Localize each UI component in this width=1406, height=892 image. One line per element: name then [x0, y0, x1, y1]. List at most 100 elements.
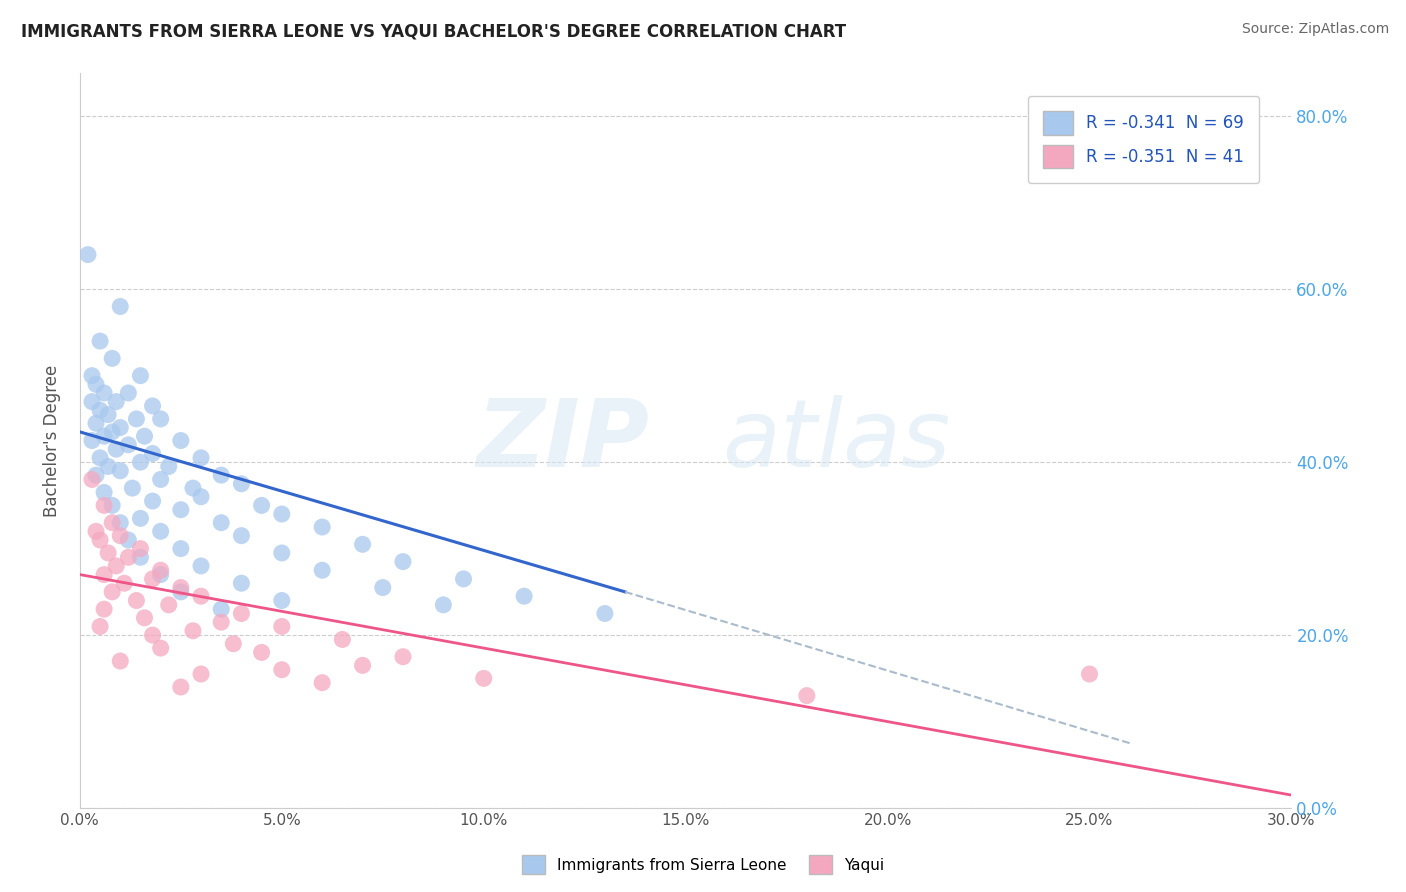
Point — [1078, 667, 1101, 681]
Point — [209, 468, 232, 483]
Point — [250, 645, 273, 659]
Point — [97, 408, 120, 422]
Point — [129, 511, 152, 525]
Point — [181, 624, 204, 638]
Point — [80, 394, 103, 409]
Point — [149, 567, 172, 582]
Point — [222, 637, 245, 651]
Point — [93, 567, 115, 582]
Point — [453, 572, 475, 586]
Point — [190, 490, 212, 504]
Point — [129, 541, 152, 556]
Point — [89, 533, 111, 547]
Point — [149, 472, 172, 486]
Point — [110, 529, 132, 543]
Point — [80, 368, 103, 383]
Point — [89, 619, 111, 633]
Point — [352, 658, 374, 673]
Point — [84, 524, 107, 539]
Point — [101, 351, 124, 366]
Point — [190, 667, 212, 681]
Point — [105, 558, 128, 573]
Point — [250, 499, 273, 513]
Point — [170, 541, 193, 556]
Point — [117, 438, 139, 452]
Point — [93, 485, 115, 500]
Point — [472, 671, 495, 685]
Point — [231, 607, 253, 621]
Point — [134, 611, 156, 625]
Point — [149, 641, 172, 656]
Text: IMMIGRANTS FROM SIERRA LEONE VS YAQUI BACHELOR'S DEGREE CORRELATION CHART: IMMIGRANTS FROM SIERRA LEONE VS YAQUI BA… — [21, 22, 846, 40]
Point — [110, 420, 132, 434]
Point — [89, 450, 111, 465]
Point — [352, 537, 374, 551]
Point — [157, 598, 180, 612]
Point — [157, 459, 180, 474]
Point — [513, 589, 536, 603]
Point — [142, 399, 165, 413]
Point — [101, 425, 124, 439]
Point — [89, 403, 111, 417]
Legend: Immigrants from Sierra Leone, Yaqui: Immigrants from Sierra Leone, Yaqui — [516, 849, 890, 880]
Point — [125, 593, 148, 607]
Point — [93, 386, 115, 401]
Point — [101, 585, 124, 599]
Point — [311, 675, 333, 690]
Point — [170, 585, 193, 599]
Point — [170, 502, 193, 516]
Text: atlas: atlas — [723, 395, 950, 486]
Point — [105, 442, 128, 457]
Point — [190, 450, 212, 465]
Point — [392, 649, 415, 664]
Point — [110, 300, 132, 314]
Legend: R = -0.341  N = 69, R = -0.351  N = 41: R = -0.341 N = 69, R = -0.351 N = 41 — [1028, 96, 1258, 183]
Text: ZIP: ZIP — [477, 394, 650, 486]
Point — [97, 459, 120, 474]
Point — [142, 572, 165, 586]
Point — [392, 555, 415, 569]
Point — [231, 529, 253, 543]
Point — [209, 516, 232, 530]
Point — [170, 680, 193, 694]
Point — [142, 628, 165, 642]
Point — [190, 558, 212, 573]
Point — [93, 602, 115, 616]
Point — [149, 412, 172, 426]
Point — [231, 476, 253, 491]
Point — [270, 663, 292, 677]
Point — [142, 494, 165, 508]
Point — [432, 598, 454, 612]
Point — [190, 589, 212, 603]
Point — [332, 632, 354, 647]
Point — [105, 394, 128, 409]
Point — [231, 576, 253, 591]
Point — [80, 434, 103, 448]
Point — [142, 446, 165, 460]
Point — [84, 377, 107, 392]
Point — [93, 429, 115, 443]
Point — [311, 520, 333, 534]
Point — [129, 368, 152, 383]
Point — [311, 563, 333, 577]
Point — [84, 468, 107, 483]
Point — [149, 563, 172, 577]
Point — [270, 507, 292, 521]
Point — [796, 689, 818, 703]
Point — [270, 619, 292, 633]
Point — [97, 546, 120, 560]
Point — [110, 654, 132, 668]
Point — [112, 576, 135, 591]
Point — [121, 481, 143, 495]
Point — [89, 334, 111, 348]
Point — [371, 581, 394, 595]
Text: Source: ZipAtlas.com: Source: ZipAtlas.com — [1241, 22, 1389, 37]
Point — [110, 516, 132, 530]
Point — [117, 550, 139, 565]
Point — [101, 499, 124, 513]
Point — [129, 455, 152, 469]
Point — [80, 472, 103, 486]
Point — [77, 247, 100, 261]
Y-axis label: Bachelor's Degree: Bachelor's Degree — [44, 365, 60, 516]
Point — [181, 481, 204, 495]
